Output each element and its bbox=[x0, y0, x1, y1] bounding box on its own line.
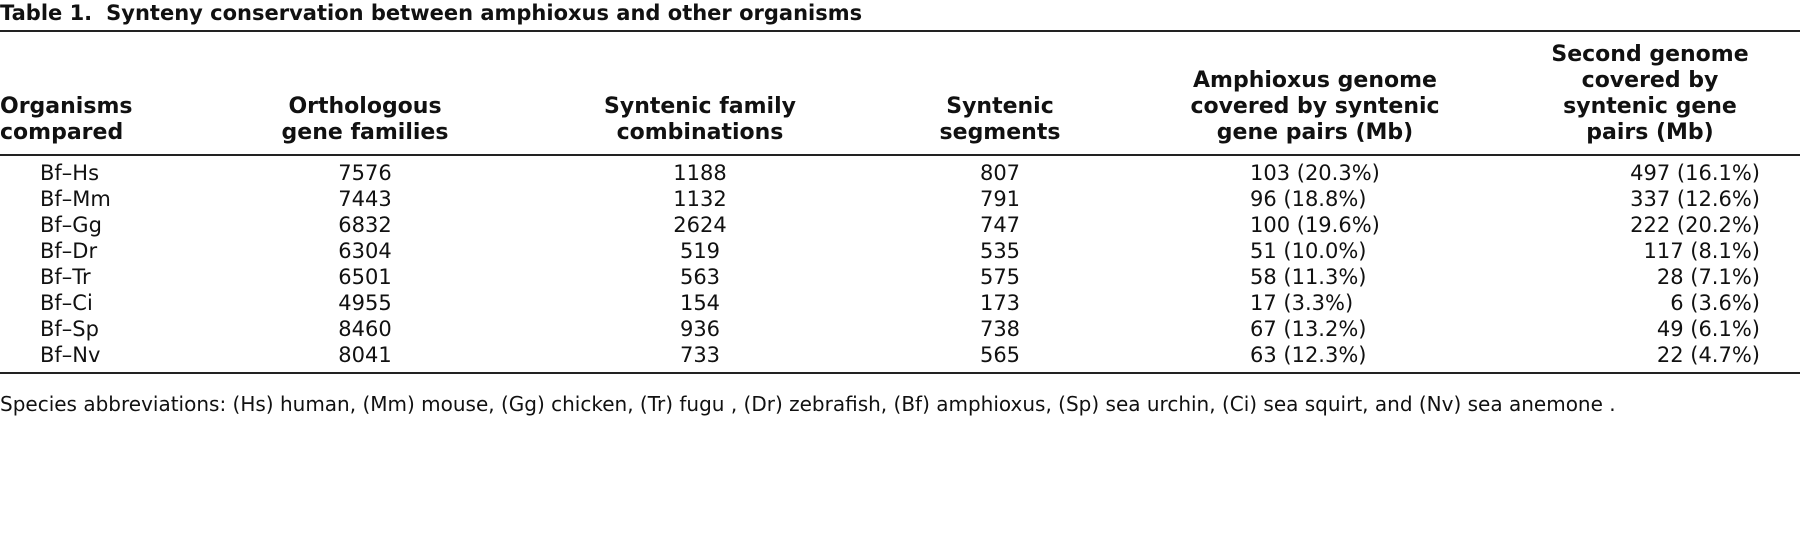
table-cell: 8460 bbox=[338, 317, 392, 341]
column-header-text: Second genome covered by syntenic gene p… bbox=[1551, 42, 1749, 145]
table-cell: 2624 bbox=[673, 213, 727, 237]
table-cell: 67 (13.2%) bbox=[1250, 317, 1367, 341]
table-cell: 154 bbox=[679, 291, 721, 315]
column-header-text: Syntenic family combinations bbox=[604, 94, 796, 145]
table-cell: Bf–Gg bbox=[40, 213, 102, 237]
table-cell: 58 (11.3%) bbox=[1250, 265, 1367, 289]
table-body: Bf–Hs 7576 1188 807 103 (20.3%) 497 (16.1%) Bf… bbox=[0, 155, 1800, 374]
table-cell: 100 (19.6%) bbox=[1250, 213, 1380, 237]
table-cell: 337 (12.6%) bbox=[1630, 187, 1760, 211]
table-cell: 63 (12.3%) bbox=[1130, 342, 1500, 374]
column-header-text: Syntenic segments bbox=[939, 94, 1061, 145]
table-cell: 563 bbox=[679, 265, 721, 289]
table-row: Bf–Sp 8460 936 738 67 (13.2%) 49 (6.1%) bbox=[0, 316, 1800, 342]
table-cell: 575 bbox=[979, 265, 1021, 289]
table-cell: 1132 bbox=[673, 187, 727, 211]
column-header-text: Orthologous gene families bbox=[281, 94, 449, 145]
table-cell: 51 (10.0%) bbox=[1250, 239, 1367, 263]
table-cell: 6304 bbox=[338, 239, 392, 263]
column-header: Syntenic segments bbox=[870, 32, 1130, 156]
synteny-table: Organisms compared Orthologous gene famil… bbox=[0, 32, 1800, 374]
table-cell: 6501 bbox=[338, 265, 392, 289]
table-caption: Synteny conservation between amphioxus a… bbox=[106, 1, 863, 25]
column-header-text: Organisms compared bbox=[0, 94, 133, 145]
table-cell: Bf–Sp bbox=[40, 317, 99, 341]
table-cell: 791 bbox=[979, 187, 1021, 211]
table-cell: 7443 bbox=[338, 187, 392, 211]
column-header: Second genome covered by syntenic gene p… bbox=[1500, 32, 1800, 156]
table-cell: 49 (6.1%) bbox=[1656, 317, 1760, 341]
table-cell: 173 bbox=[979, 291, 1021, 315]
table-title: Table 1. Synteny conservation between amp… bbox=[0, 0, 1800, 32]
table-cell: 738 bbox=[979, 317, 1021, 341]
table-row: Bf–Tr 6501 563 575 58 (11.3%) 28 (7.1%) bbox=[0, 264, 1800, 290]
table-cell: 22 (4.7%) bbox=[1500, 342, 1800, 374]
table-row: Bf–Gg 6832 2624 747 100 (19.6%) 222 (20.2%) bbox=[0, 212, 1800, 238]
table-cell: Bf–Nv bbox=[0, 342, 200, 374]
column-header: Syntenic family combinations bbox=[530, 32, 870, 156]
table-cell: 747 bbox=[979, 213, 1021, 237]
table-cell: 4955 bbox=[338, 291, 392, 315]
table-cell: 1188 bbox=[673, 161, 727, 185]
column-header: Organisms compared bbox=[0, 32, 200, 156]
table-row: Bf–Hs 7576 1188 807 103 (20.3%) 497 (16.1%) bbox=[0, 155, 1800, 186]
table-cell: Bf–Hs bbox=[40, 161, 100, 185]
table-cell: 7576 bbox=[338, 161, 392, 185]
table-cell: 6832 bbox=[338, 213, 392, 237]
table-cell: 17 (3.3%) bbox=[1250, 291, 1354, 315]
table-cell: 6 (3.6%) bbox=[1670, 291, 1760, 315]
table-cell: 8041 bbox=[200, 342, 530, 374]
table-row: Bf–Mm 7443 1132 791 96 (18.8%) 337 (12.6%) bbox=[0, 186, 1800, 212]
table-cell: Bf–Mm bbox=[40, 187, 111, 211]
table-cell: Bf–Tr bbox=[40, 265, 91, 289]
table-cell: 497 (16.1%) bbox=[1630, 161, 1760, 185]
table-cell: 519 bbox=[679, 239, 721, 263]
table-row: Bf–Ci 4955 154 173 17 (3.3%) 6 (3.6%) bbox=[0, 290, 1800, 316]
table-cell: 96 (18.8%) bbox=[1250, 187, 1367, 211]
table-cell: 565 bbox=[870, 342, 1130, 374]
column-header-text: Amphioxus genome covered by syntenic gen… bbox=[1190, 68, 1440, 145]
column-header: Amphioxus genome covered by syntenic gen… bbox=[1130, 32, 1500, 156]
table-cell: 733 bbox=[530, 342, 870, 374]
table-cell: 222 (20.2%) bbox=[1630, 213, 1760, 237]
table-row: Bf–Nv 8041 733 565 63 (12.3%) 22 (4.7%) bbox=[0, 342, 1800, 374]
header-row: Organisms compared Orthologous gene famil… bbox=[0, 32, 1800, 156]
table-row: Bf–Dr 6304 519 535 51 (10.0%) 117 (8.1%) bbox=[0, 238, 1800, 264]
table-cell: Bf–Ci bbox=[40, 291, 93, 315]
table-cell: 936 bbox=[679, 317, 721, 341]
table-cell: 535 bbox=[979, 239, 1021, 263]
table-cell: 28 (7.1%) bbox=[1656, 265, 1760, 289]
table-cell: 117 (8.1%) bbox=[1643, 239, 1761, 263]
table-cell: 103 (20.3%) bbox=[1250, 161, 1380, 185]
footnote: Species abbreviations: (Hs) human, (Mm) … bbox=[0, 392, 1616, 416]
table-cell: Bf–Dr bbox=[40, 239, 98, 263]
table-cell: 807 bbox=[979, 161, 1021, 185]
table-label: Table 1. bbox=[0, 1, 93, 25]
column-header: Orthologous gene families bbox=[200, 32, 530, 156]
